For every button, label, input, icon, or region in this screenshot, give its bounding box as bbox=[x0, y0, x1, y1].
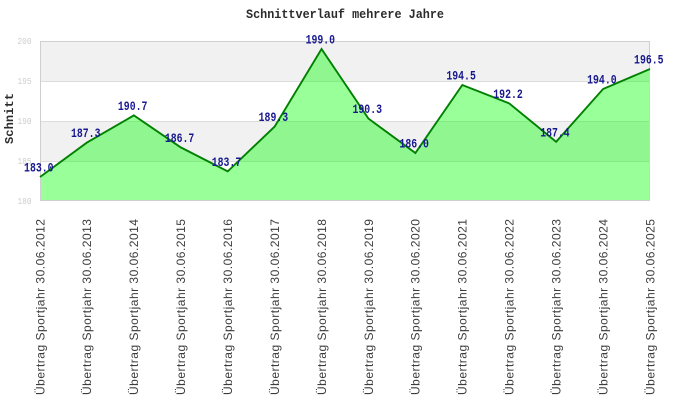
svg-text:Schnittverlauf mehrere Jahre: Schnittverlauf mehrere Jahre bbox=[246, 8, 444, 22]
svg-text:186.0: 186.0 bbox=[399, 138, 429, 152]
svg-text:194.0: 194.0 bbox=[587, 74, 617, 88]
svg-text:187.4: 187.4 bbox=[540, 126, 570, 140]
svg-text:Übertrag Sportjahr 30.06.2016: Übertrag Sportjahr 30.06.2016 bbox=[221, 219, 235, 395]
svg-text:Schnitt: Schnitt bbox=[4, 93, 17, 144]
svg-text:Übertrag Sportjahr 30.06.2025: Übertrag Sportjahr 30.06.2025 bbox=[643, 219, 657, 395]
svg-text:183.0: 183.0 bbox=[24, 162, 54, 176]
svg-text:199.0: 199.0 bbox=[306, 34, 336, 48]
svg-text:192.2: 192.2 bbox=[493, 88, 523, 102]
svg-text:194.5: 194.5 bbox=[446, 70, 476, 84]
svg-text:189.3: 189.3 bbox=[259, 111, 289, 125]
svg-text:190: 190 bbox=[18, 117, 32, 127]
svg-text:187.3: 187.3 bbox=[71, 127, 101, 141]
svg-text:Übertrag Sportjahr 30.06.2024: Übertrag Sportjahr 30.06.2024 bbox=[596, 219, 610, 395]
svg-text:180: 180 bbox=[18, 197, 32, 207]
svg-text:196.5: 196.5 bbox=[634, 54, 664, 68]
svg-text:Übertrag Sportjahr 30.06.2014: Übertrag Sportjahr 30.06.2014 bbox=[127, 219, 141, 395]
svg-text:Übertrag Sportjahr 30.06.2019: Übertrag Sportjahr 30.06.2019 bbox=[362, 219, 376, 395]
svg-text:Übertrag Sportjahr 30.06.2015: Übertrag Sportjahr 30.06.2015 bbox=[174, 219, 188, 395]
svg-text:Übertrag Sportjahr 30.06.2012: Übertrag Sportjahr 30.06.2012 bbox=[33, 219, 47, 395]
svg-text:185: 185 bbox=[18, 157, 32, 167]
svg-text:Übertrag Sportjahr 30.06.2023: Übertrag Sportjahr 30.06.2023 bbox=[549, 219, 563, 395]
svg-text:190.3: 190.3 bbox=[353, 103, 383, 117]
svg-text:Übertrag Sportjahr 30.06.2021: Übertrag Sportjahr 30.06.2021 bbox=[456, 219, 470, 395]
svg-text:200: 200 bbox=[18, 37, 32, 47]
svg-text:Übertrag Sportjahr 30.06.2017: Übertrag Sportjahr 30.06.2017 bbox=[268, 219, 282, 395]
svg-text:Übertrag Sportjahr 30.06.2013: Übertrag Sportjahr 30.06.2013 bbox=[80, 219, 94, 395]
svg-text:190.7: 190.7 bbox=[118, 100, 148, 114]
svg-text:195: 195 bbox=[18, 77, 32, 87]
svg-text:Übertrag Sportjahr 30.06.2018: Übertrag Sportjahr 30.06.2018 bbox=[315, 219, 329, 395]
svg-text:Übertrag Sportjahr 30.06.2020: Übertrag Sportjahr 30.06.2020 bbox=[409, 219, 423, 395]
svg-text:Übertrag Sportjahr 30.06.2022: Übertrag Sportjahr 30.06.2022 bbox=[503, 219, 517, 395]
svg-text:183.7: 183.7 bbox=[212, 156, 242, 170]
svg-text:186.7: 186.7 bbox=[165, 132, 195, 146]
